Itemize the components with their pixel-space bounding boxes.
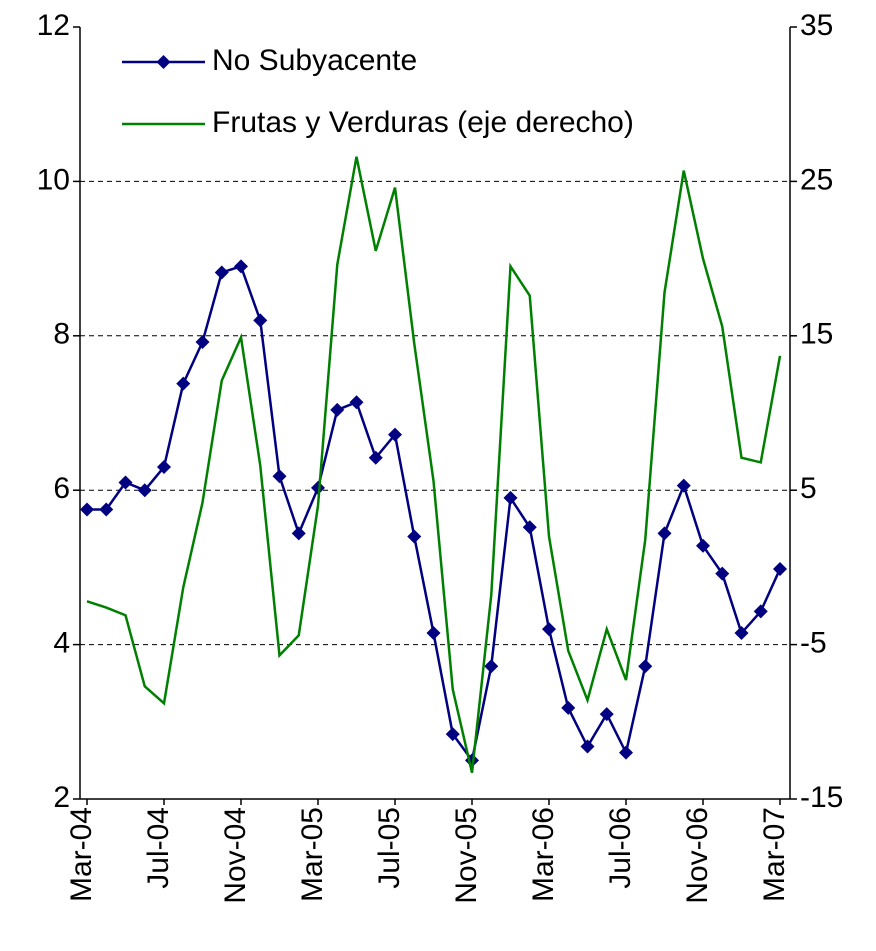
point-marker bbox=[272, 469, 287, 484]
point-marker bbox=[253, 313, 268, 328]
x-tick-label: Nov-05 bbox=[450, 807, 483, 904]
point-marker bbox=[696, 538, 710, 553]
point-marker bbox=[234, 259, 248, 274]
point-marker bbox=[330, 402, 345, 417]
legend-marker bbox=[156, 55, 171, 69]
x-tick-label: Jul-06 bbox=[604, 807, 637, 889]
y-tick-label: 10 bbox=[37, 163, 70, 196]
point-marker bbox=[734, 626, 749, 641]
point-marker bbox=[619, 745, 633, 760]
x-tick-label: Mar-05 bbox=[296, 807, 329, 902]
x-tick-label: Mar-04 bbox=[65, 807, 98, 902]
x-tick-label: Nov-04 bbox=[219, 807, 252, 904]
y-tick-label: 4 bbox=[53, 627, 70, 660]
point-marker bbox=[522, 520, 537, 535]
point-marker bbox=[715, 566, 730, 581]
legend-label: Frutas y Verduras (eje derecho) bbox=[212, 106, 634, 139]
y2-tick-label: -15 bbox=[800, 781, 843, 814]
x-tick-label: Jul-04 bbox=[142, 807, 175, 889]
point-marker bbox=[773, 561, 787, 576]
point-marker bbox=[638, 659, 653, 674]
point-marker bbox=[407, 529, 422, 544]
y2-tick-label: 5 bbox=[800, 472, 817, 505]
point-marker bbox=[118, 475, 133, 490]
y-tick-label: 2 bbox=[53, 781, 70, 814]
point-marker bbox=[388, 427, 402, 442]
x-tick-label: Mar-07 bbox=[758, 807, 791, 902]
point-marker bbox=[676, 478, 691, 493]
x-tick-label: Mar-06 bbox=[527, 807, 560, 902]
point-marker bbox=[503, 490, 518, 505]
y-tick-label: 6 bbox=[53, 472, 70, 505]
point-marker bbox=[214, 265, 229, 280]
y-tick-label: 8 bbox=[53, 318, 70, 351]
point-marker bbox=[195, 334, 210, 349]
point-marker bbox=[349, 395, 364, 410]
series-line bbox=[86, 156, 782, 774]
point-marker bbox=[99, 502, 114, 517]
point-marker bbox=[80, 502, 94, 517]
y2-tick-label: 15 bbox=[800, 318, 833, 351]
y2-tick-label: 25 bbox=[800, 163, 833, 196]
y2-tick-label: 35 bbox=[800, 9, 833, 42]
point-marker bbox=[561, 700, 576, 715]
point-marker bbox=[599, 707, 614, 722]
point-marker bbox=[311, 480, 325, 495]
point-marker bbox=[368, 450, 383, 465]
legend-label: No Subyacente bbox=[212, 44, 417, 77]
point-marker bbox=[176, 376, 191, 391]
point-marker bbox=[157, 460, 171, 475]
point-marker bbox=[657, 526, 672, 541]
x-tick-label: Jul-05 bbox=[373, 807, 406, 889]
point-marker bbox=[426, 626, 441, 641]
point-marker bbox=[484, 659, 499, 674]
y2-tick-label: -5 bbox=[800, 627, 827, 660]
x-tick-label: Nov-06 bbox=[681, 807, 714, 904]
point-marker bbox=[445, 727, 460, 742]
point-marker bbox=[542, 622, 556, 637]
point-marker bbox=[291, 526, 306, 541]
series-line bbox=[87, 264, 782, 764]
point-marker bbox=[580, 739, 595, 754]
point-marker bbox=[137, 483, 152, 498]
point-marker bbox=[753, 604, 768, 619]
y-tick-label: 12 bbox=[37, 9, 70, 42]
